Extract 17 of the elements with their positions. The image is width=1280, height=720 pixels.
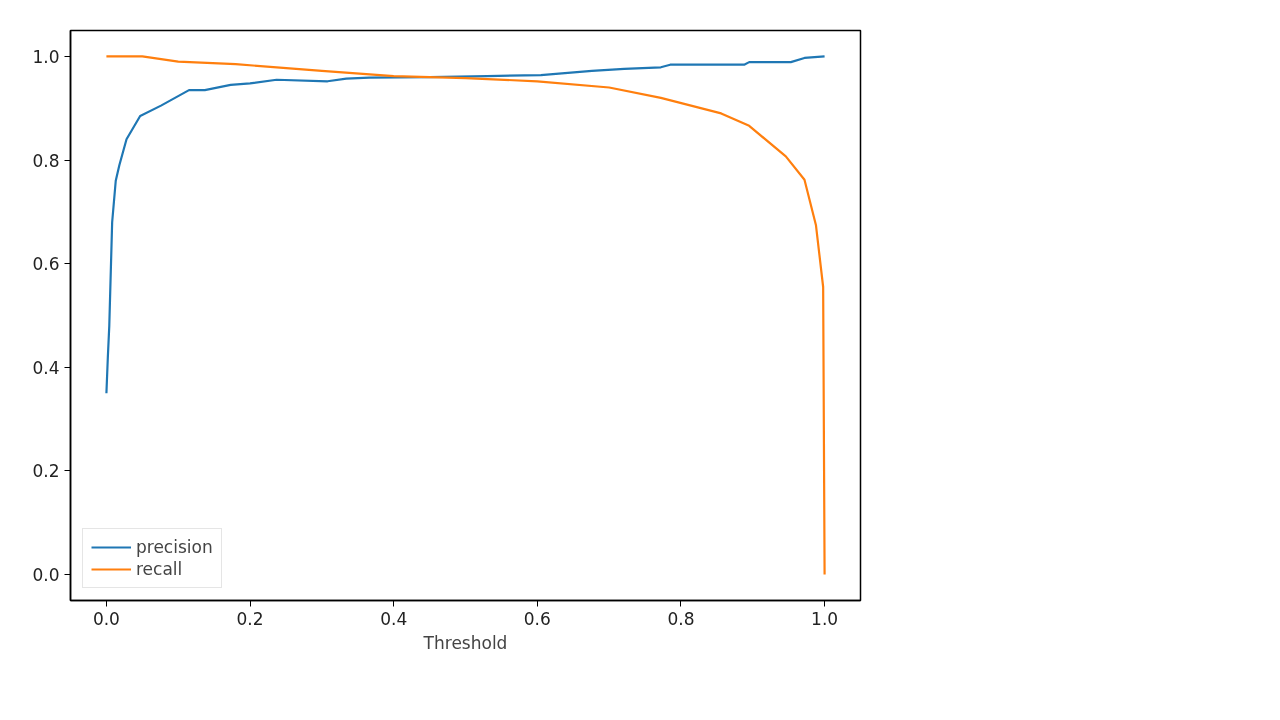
y-tick-label: 0.8 [32,150,60,171]
line-series [105,55,826,576]
x-tick-label: 1.0 [811,608,839,629]
y-tick-label: 0.2 [32,461,60,482]
y-tick-label: 0.4 [32,357,60,378]
x-tick-label: 0.0 [92,608,120,629]
legend-label: precision [136,537,213,557]
x-tick-label: 0.4 [380,608,408,629]
x-tick-label: 0.8 [667,608,695,629]
line-series [105,55,826,395]
y-tick-label: 0.6 [32,254,60,275]
legend-label: recall [136,559,183,579]
y-tick-label: 0.0 [32,565,60,586]
x-tick-label: 0.2 [236,608,264,629]
x-axis-title: Threshold [422,632,508,653]
x-tick-label: 0.6 [523,608,551,629]
y-tick-label: 1.0 [32,46,60,67]
